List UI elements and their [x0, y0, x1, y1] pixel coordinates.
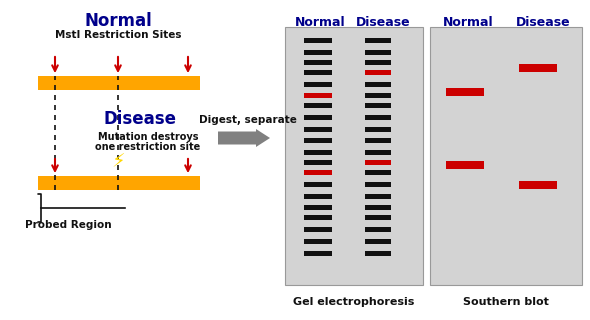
Text: Normal: Normal [294, 16, 345, 29]
Bar [304, 103, 332, 108]
Bar [365, 227, 391, 232]
Bar [304, 82, 332, 87]
Bar [304, 205, 332, 210]
Text: Disease: Disease [356, 16, 410, 29]
Bar [365, 115, 391, 120]
Bar [304, 70, 332, 75]
Bar [365, 60, 391, 65]
Text: Disease: Disease [516, 16, 571, 29]
Bar [365, 50, 391, 55]
Bar [38, 176, 200, 190]
Bar [304, 38, 332, 43]
Text: Normal: Normal [84, 12, 152, 30]
Bar [304, 50, 332, 55]
Text: MstI Restriction Sites: MstI Restriction Sites [55, 30, 181, 40]
Text: Digest, separate: Digest, separate [199, 115, 297, 125]
Bar [430, 27, 582, 285]
Bar [365, 150, 391, 155]
Text: Disease: Disease [103, 110, 176, 128]
Bar [365, 138, 391, 143]
Bar [365, 194, 391, 199]
Bar [365, 127, 391, 132]
Bar [38, 76, 200, 90]
Bar [304, 150, 332, 155]
Bar [304, 194, 332, 199]
Bar [365, 103, 391, 108]
Text: Probed Region: Probed Region [25, 220, 112, 230]
Bar [365, 93, 391, 98]
Bar [285, 27, 423, 285]
Bar [446, 161, 484, 169]
Bar [304, 239, 332, 244]
Bar [519, 64, 557, 72]
Bar [304, 227, 332, 232]
Bar [365, 170, 391, 175]
Text: Southern blot: Southern blot [463, 297, 549, 307]
Bar [304, 115, 332, 120]
FancyArrow shape [218, 129, 270, 147]
Text: Mutation destroys: Mutation destroys [98, 132, 198, 142]
Text: ⚡: ⚡ [111, 153, 125, 172]
Bar [304, 160, 332, 165]
Bar [365, 239, 391, 244]
Bar [304, 251, 332, 256]
Text: Gel electrophoresis: Gel electrophoresis [293, 297, 415, 307]
Bar [365, 38, 391, 43]
Bar [365, 205, 391, 210]
Bar [365, 160, 391, 165]
Bar [519, 181, 557, 189]
Bar [304, 182, 332, 187]
Bar [304, 127, 332, 132]
Bar [304, 138, 332, 143]
Bar [365, 182, 391, 187]
Bar [365, 70, 391, 75]
Bar [365, 215, 391, 220]
Text: one restriction site: one restriction site [96, 142, 201, 152]
Bar [446, 88, 484, 96]
Bar [304, 215, 332, 220]
Bar [304, 60, 332, 65]
Bar [304, 170, 332, 175]
Bar [365, 251, 391, 256]
Bar [365, 82, 391, 87]
Bar [304, 93, 332, 98]
Text: Normal: Normal [442, 16, 493, 29]
